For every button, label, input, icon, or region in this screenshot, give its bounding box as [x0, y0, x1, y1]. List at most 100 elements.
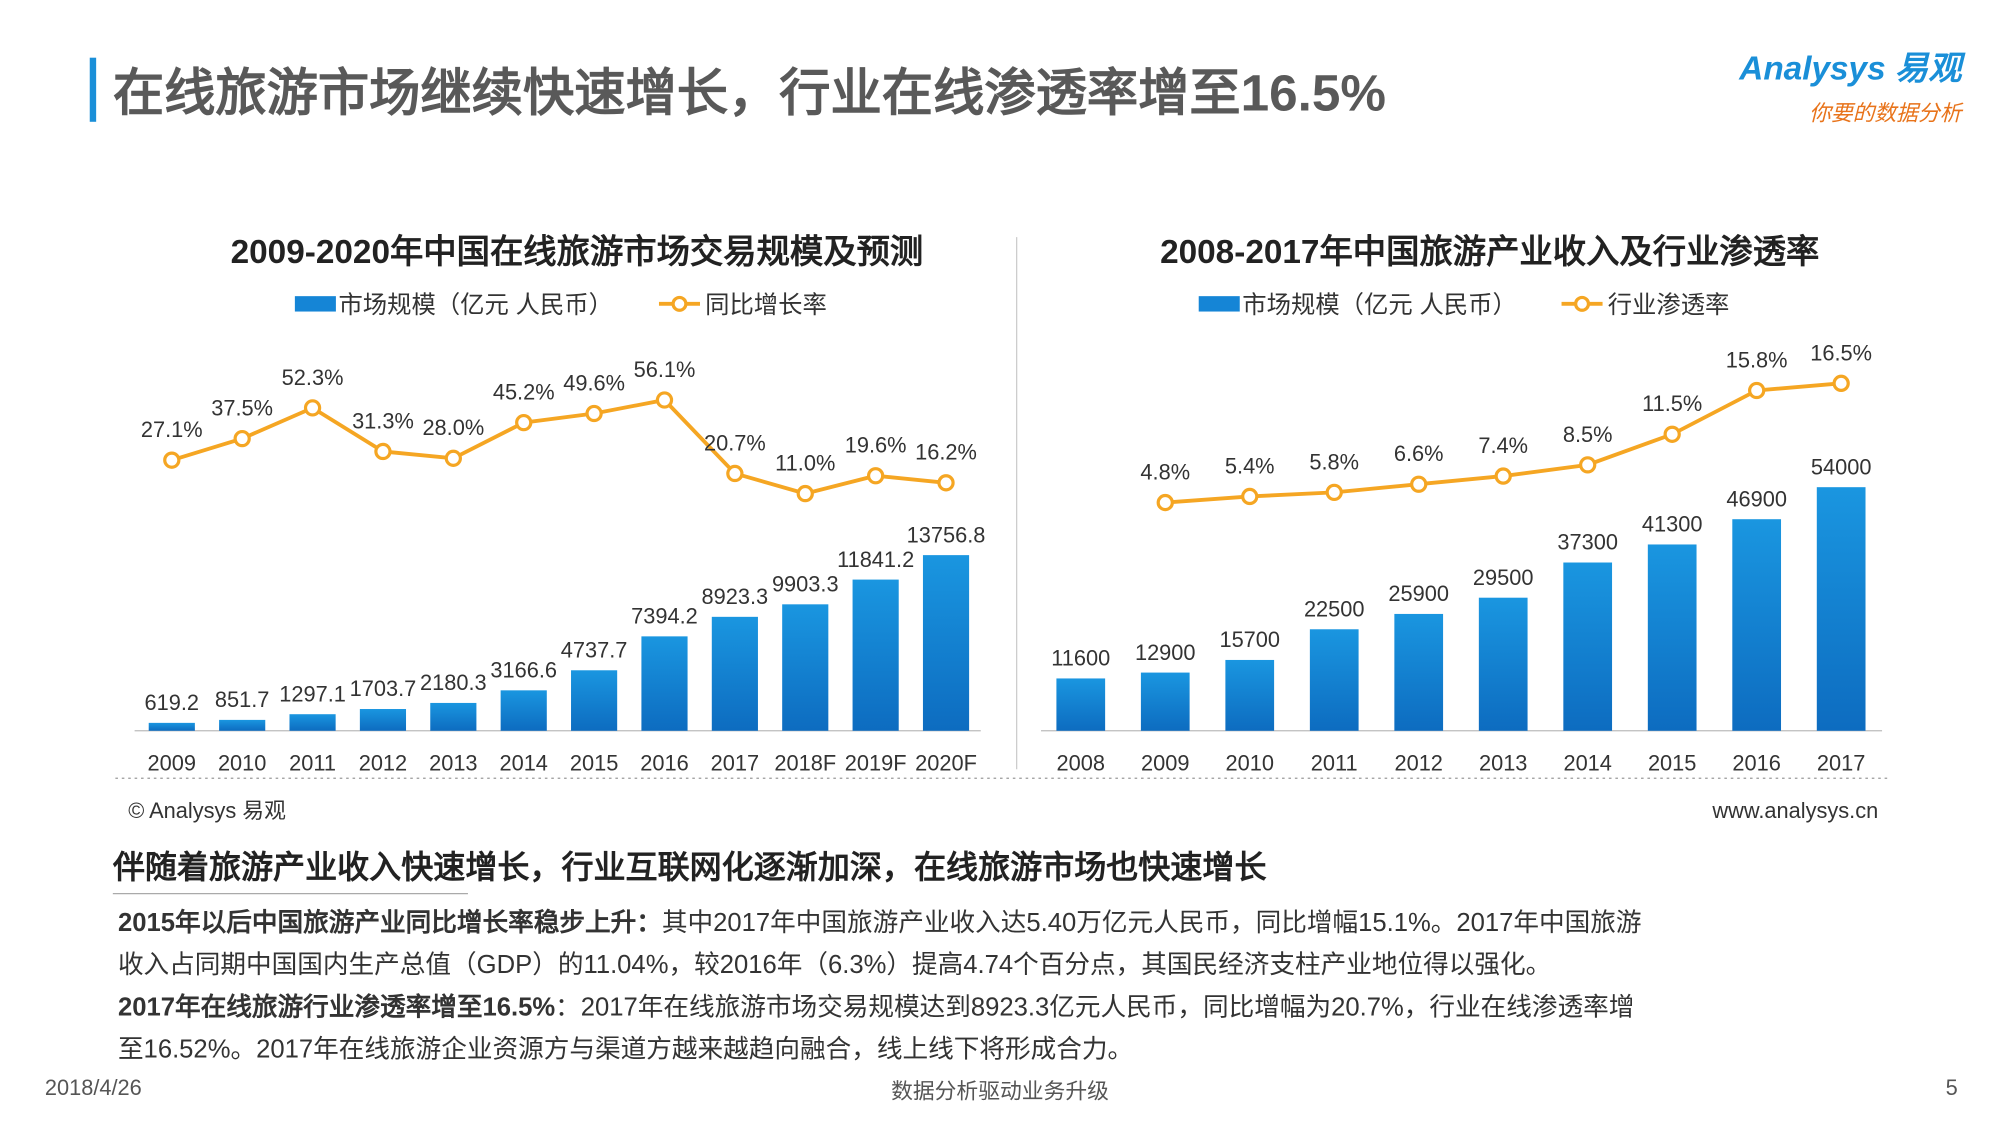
- footer-date: 2018/4/26: [45, 1075, 142, 1100]
- line-label: 45.2%: [493, 380, 555, 405]
- summary-line: 2015年以后中国旅游产业同比增长率稳步上升：其中2017年中国旅游产业收入达5…: [118, 907, 1642, 937]
- line-marker: [1748, 381, 1766, 400]
- bar: [641, 636, 688, 731]
- x-tick-label: 2013: [1479, 751, 1527, 776]
- line-label: 37.5%: [211, 396, 273, 421]
- bar: [1309, 629, 1359, 731]
- line-marker: [1494, 467, 1512, 485]
- line-label: 5.4%: [1225, 453, 1275, 478]
- bar-label: 25900: [1388, 581, 1449, 606]
- bar-label: 11600: [1051, 646, 1110, 671]
- line-marker: [1579, 456, 1597, 474]
- bar: [852, 579, 899, 731]
- legend-swatch: [1198, 296, 1240, 312]
- line-marker: [515, 413, 533, 432]
- chart-title: 2009-2020年中国在线旅游市场交易规模及预测: [231, 233, 924, 271]
- line-label: 16.2%: [915, 440, 977, 465]
- line-label: 31.3%: [352, 408, 414, 433]
- line-marker: [374, 442, 392, 461]
- bar-label: 37300: [1557, 530, 1618, 555]
- bar: [1478, 597, 1528, 731]
- x-tick-label: 2017: [711, 751, 759, 776]
- x-tick-label: 2011: [1311, 751, 1358, 776]
- logo-slogan: 你要的数据分析: [1809, 101, 1964, 126]
- legend-label: 市场规模（亿元 人民币）: [338, 292, 613, 319]
- bar: [1056, 678, 1106, 731]
- legend-label: 同比增长率: [705, 292, 827, 319]
- footer-slogan: 数据分析驱动业务升级: [891, 1079, 1109, 1104]
- summary-heading: 伴随着旅游产业收入快速增长，行业互联网化逐渐加深，在线旅游市场也快速增长: [112, 849, 1267, 885]
- line-label: 4.8%: [1140, 459, 1190, 484]
- line-label: 6.6%: [1394, 441, 1444, 466]
- legend-label: 行业渗透率: [1608, 292, 1730, 319]
- x-tick-label: 2010: [218, 751, 266, 776]
- bar: [571, 670, 618, 731]
- line-label: 19.6%: [845, 433, 907, 458]
- line-marker: [303, 399, 322, 417]
- line-label: 7.4%: [1478, 433, 1528, 458]
- bar-label: 4737.7: [561, 637, 628, 662]
- bar-label: 1297.1: [279, 681, 346, 706]
- slide-title: 在线旅游市场继续快速增长，行业在线渗透率增至16.5%: [113, 64, 1386, 121]
- x-tick-label: 2016: [640, 751, 688, 776]
- website: www.analysys.cn: [1711, 798, 1878, 823]
- bar: [922, 555, 970, 731]
- logo: Analysys 易观: [1738, 50, 1966, 87]
- title-accent: [89, 57, 97, 122]
- line-marker: [585, 404, 603, 423]
- summary-text: ：2017年在线旅游市场交易规模达到8923.3亿元人民币，同比增幅为20.7%…: [555, 992, 1634, 1021]
- x-tick-label: 2018F: [774, 751, 836, 776]
- bar: [1394, 613, 1444, 731]
- bar-label: 41300: [1642, 512, 1703, 537]
- x-tick-label: 2016: [1732, 751, 1780, 776]
- line-marker: [1410, 475, 1428, 493]
- bar: [1732, 519, 1782, 731]
- bar-label: 3166.6: [490, 658, 557, 683]
- bar: [782, 604, 829, 731]
- bar-label: 619.2: [145, 690, 200, 715]
- line-marker: [796, 484, 814, 503]
- legend-swatch: [294, 296, 336, 312]
- line-marker: [1663, 425, 1681, 443]
- summary-line: 2017年在线旅游行业渗透率增至16.5%：2017年在线旅游市场交易规模达到8…: [118, 991, 1634, 1021]
- summary-line: 收入占同期中国国内生产总值（GDP）的11.04%，较2016年（6.3%）提高…: [118, 950, 1551, 979]
- line-label: 28.0%: [422, 415, 484, 440]
- bar: [500, 690, 547, 731]
- line-label: 20.7%: [704, 430, 766, 455]
- bar: [1647, 544, 1697, 731]
- legend-marker: [671, 295, 688, 312]
- x-tick-label: 2009: [1141, 751, 1189, 776]
- x-tick-label: 2017: [1817, 751, 1865, 776]
- line-marker: [1156, 493, 1174, 512]
- summary-text: 收入占同期中国国内生产总值（GDP）的11.04%，较2016年（6.3%）提高…: [118, 950, 1551, 979]
- bar-label: 1703.7: [350, 676, 417, 701]
- page-number: 5: [1946, 1075, 1958, 1100]
- bar: [148, 722, 195, 731]
- bar-label: 9903.3: [772, 572, 839, 597]
- summary-text: 至16.52%。2017年在线旅游企业资源方与渠道方越来越趋向融合，线上线下将形…: [118, 1035, 1133, 1064]
- line-marker: [655, 391, 674, 409]
- bar-label: 46900: [1726, 486, 1787, 511]
- line-label: 52.3%: [282, 365, 344, 390]
- summary-text: 其中2017年中国旅游产业收入达5.40万亿元人民币，同比增幅15.1%。201…: [662, 908, 1642, 937]
- bar: [1140, 672, 1190, 731]
- summary-line: 至16.52%。2017年在线旅游企业资源方与渠道方越来越趋向融合，线上线下将形…: [118, 1035, 1133, 1064]
- line-label: 27.1%: [141, 417, 203, 442]
- x-tick-label: 2014: [1563, 751, 1611, 776]
- line-marker: [866, 467, 885, 485]
- bar: [430, 702, 477, 731]
- line-marker: [937, 474, 955, 492]
- line-marker: [233, 429, 251, 448]
- x-tick-label: 2013: [429, 751, 477, 776]
- bar-label: 22500: [1304, 596, 1365, 621]
- legend-marker: [1574, 295, 1591, 312]
- x-tick-label: 2012: [1394, 751, 1442, 776]
- x-tick-label: 2010: [1226, 751, 1274, 776]
- x-tick-label: 2009: [148, 751, 196, 776]
- bar: [711, 616, 758, 731]
- line-marker: [1325, 483, 1343, 502]
- bar: [289, 714, 336, 731]
- x-tick-label: 2012: [359, 751, 407, 776]
